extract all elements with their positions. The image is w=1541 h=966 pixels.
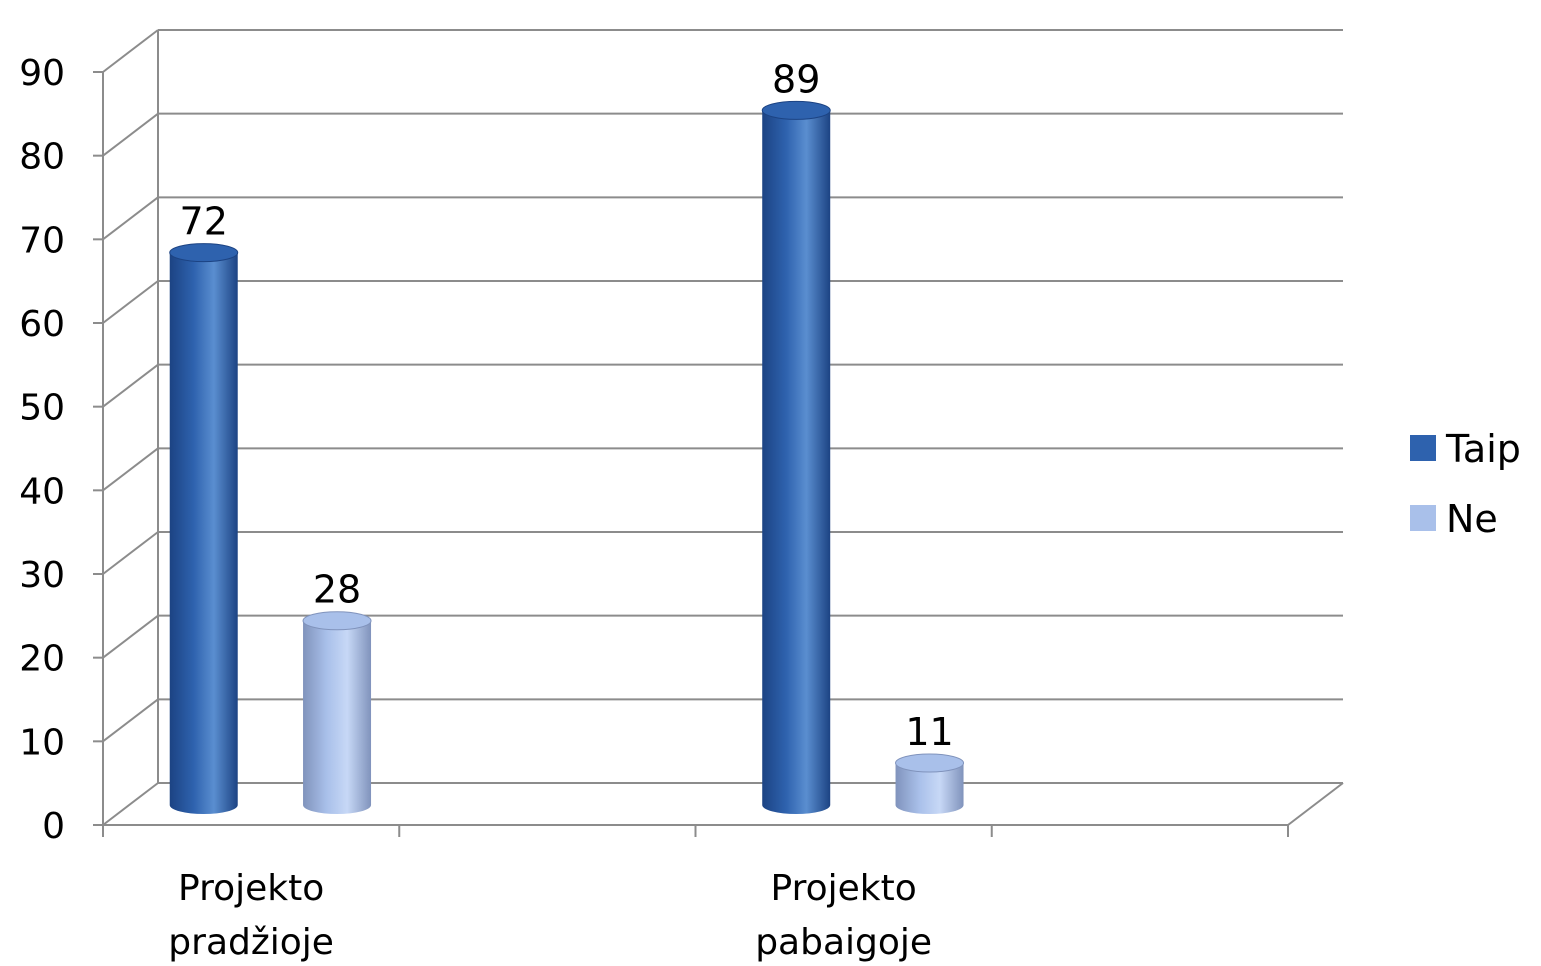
gridline-side	[102, 782, 159, 826]
bar-top	[169, 243, 239, 263]
gridline-side	[102, 29, 159, 73]
gridline-side	[102, 531, 159, 575]
gridline-side	[102, 280, 159, 324]
gridline-side	[102, 112, 159, 157]
axes	[93, 71, 1289, 837]
data-label: 89	[772, 57, 820, 101]
x-category-label: Projekto	[771, 868, 917, 909]
chart-walls	[157, 30, 1344, 826]
data-label: 28	[313, 568, 361, 612]
gridlines	[102, 29, 1343, 826]
gridline-side	[102, 447, 159, 492]
bars	[169, 100, 965, 815]
y-tick-label: 50	[19, 388, 65, 429]
data-label: 11	[905, 710, 953, 754]
gridline-side	[102, 196, 159, 241]
y-tick-label: 90	[19, 53, 65, 94]
bar-body	[762, 110, 831, 814]
bar-top	[761, 100, 831, 120]
x-category-label: pradžioje	[168, 922, 334, 963]
legend-label-ne: Ne	[1446, 497, 1498, 541]
floor-right-edge	[1287, 782, 1344, 826]
bar-taip-2	[761, 100, 831, 814]
bar-ne-1	[302, 611, 372, 814]
legend: Taip Ne	[1410, 427, 1521, 541]
bar-ne-2	[895, 753, 965, 814]
legend-swatch-ne	[1410, 505, 1436, 531]
x-tick-labels: Projekto pradžioje Projekto pabaigoje	[168, 868, 932, 963]
bar-body	[303, 620, 372, 814]
data-label: 72	[180, 200, 228, 244]
y-tick-label: 20	[19, 639, 65, 680]
gridline-side	[102, 698, 159, 743]
y-tick-label: 0	[42, 806, 65, 847]
y-tick-label: 80	[19, 137, 65, 178]
y-tick-label: 60	[19, 304, 65, 345]
x-category-label: pabaigoje	[755, 922, 932, 963]
legend-swatch-taip	[1410, 435, 1436, 461]
y-tick-label: 30	[19, 555, 65, 596]
y-tick-labels: 0 10 20 30 40 50 60 70 80 90	[19, 53, 65, 847]
bar-body	[895, 762, 964, 814]
y-tick-label: 40	[19, 471, 65, 512]
bar-taip-1	[169, 243, 239, 815]
bar-top	[895, 753, 965, 773]
bar-body	[169, 252, 238, 815]
y-tick-label: 70	[19, 220, 65, 261]
legend-label-taip: Taip	[1445, 427, 1521, 471]
x-category-label: Projekto	[178, 868, 324, 909]
data-labels: 72 28 89 11	[180, 57, 954, 754]
y-tick-label: 10	[19, 722, 65, 763]
gridline-side	[102, 363, 159, 408]
gridline-side	[102, 614, 159, 659]
bar-top	[302, 611, 372, 631]
